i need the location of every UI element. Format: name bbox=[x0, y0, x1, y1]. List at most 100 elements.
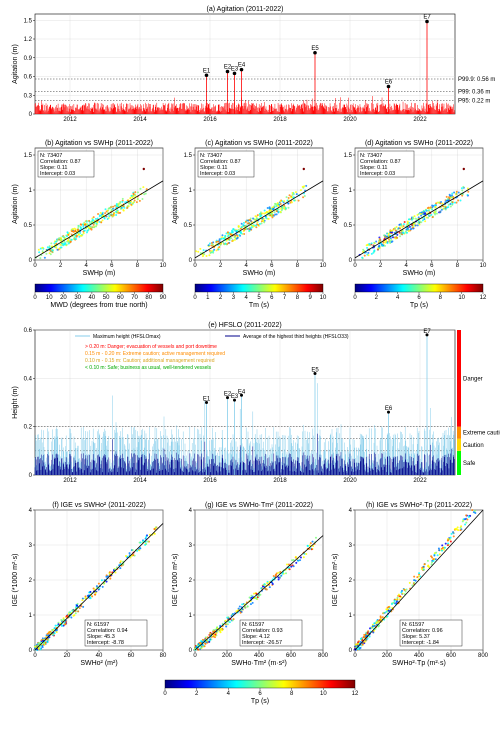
svg-text:Tp (s): Tp (s) bbox=[410, 302, 428, 309]
svg-text:2: 2 bbox=[375, 295, 379, 301]
svg-text:4: 4 bbox=[245, 263, 249, 269]
svg-text:(g) IGE vs SWHo·Tm² (2011-2022: (g) IGE vs SWHo·Tm² (2011-2022) bbox=[205, 502, 313, 509]
svg-text:(h) IGE vs SWHo²·Tp (2011-2022: (h) IGE vs SWHo²·Tp (2011-2022) bbox=[366, 502, 472, 509]
svg-text:Danger: Danger bbox=[463, 376, 483, 382]
svg-text:0: 0 bbox=[163, 691, 167, 697]
svg-text:Tp (s): Tp (s) bbox=[251, 698, 269, 705]
svg-text:0.5: 0.5 bbox=[24, 223, 33, 229]
svg-text:0.5: 0.5 bbox=[344, 223, 353, 229]
svg-text:E1: E1 bbox=[203, 68, 211, 74]
svg-text:12: 12 bbox=[480, 295, 487, 301]
svg-text:Intercept: 0.03: Intercept: 0.03 bbox=[360, 171, 395, 177]
panel-c: 024681000.511.5Agitation (m)SWHo (m)(c) … bbox=[172, 140, 327, 277]
svg-text:4: 4 bbox=[227, 691, 231, 697]
svg-text:4: 4 bbox=[405, 263, 409, 269]
svg-text:1: 1 bbox=[349, 188, 353, 194]
svg-text:Caution: Caution bbox=[463, 443, 484, 449]
svg-text:5: 5 bbox=[257, 295, 261, 301]
svg-text:0.3: 0.3 bbox=[24, 93, 33, 99]
svg-text:SWHo (m): SWHo (m) bbox=[403, 270, 436, 277]
svg-text:Intercept: -8.78: Intercept: -8.78 bbox=[87, 640, 124, 646]
svg-text:10: 10 bbox=[320, 691, 327, 697]
svg-text:2: 2 bbox=[349, 578, 353, 584]
svg-text:0: 0 bbox=[29, 648, 33, 654]
svg-text:Tm (s): Tm (s) bbox=[249, 302, 269, 309]
svg-text:10: 10 bbox=[46, 295, 53, 301]
panel-b: 024681000.511.5Agitation (m)SWHp (m)(b) … bbox=[12, 140, 167, 277]
svg-text:80: 80 bbox=[145, 295, 152, 301]
svg-text:E6: E6 bbox=[385, 80, 393, 86]
svg-text:IGE (*1000 m²·s): IGE (*1000 m²·s) bbox=[332, 554, 339, 607]
svg-text:1.5: 1.5 bbox=[184, 153, 193, 159]
colorbar-tp-lower: 024681012Tp (s) bbox=[163, 680, 359, 705]
svg-text:SWHo² (m²): SWHo² (m²) bbox=[80, 660, 117, 667]
svg-text:8: 8 bbox=[439, 295, 443, 301]
svg-text:400: 400 bbox=[254, 653, 265, 659]
svg-text:2014: 2014 bbox=[133, 478, 147, 484]
svg-text:10: 10 bbox=[160, 263, 167, 269]
svg-text:6: 6 bbox=[110, 263, 114, 269]
svg-text:Extreme caution: Extreme caution bbox=[463, 431, 500, 437]
svg-text:4: 4 bbox=[396, 295, 400, 301]
svg-text:6: 6 bbox=[270, 295, 274, 301]
svg-text:0: 0 bbox=[353, 295, 357, 301]
svg-text:600: 600 bbox=[446, 653, 457, 659]
panel-f: 02040608001234IGE (*1000 m²·s)SWHo² (m²)… bbox=[12, 502, 167, 667]
svg-text:1: 1 bbox=[29, 613, 33, 619]
svg-text:2012: 2012 bbox=[63, 117, 77, 123]
svg-text:2: 2 bbox=[189, 578, 193, 584]
svg-text:2018: 2018 bbox=[273, 117, 287, 123]
svg-text:1.5: 1.5 bbox=[24, 18, 33, 24]
colorbar-tp-upper: 024681012Tp (s) bbox=[353, 284, 487, 309]
svg-text:Agitation (m): Agitation (m) bbox=[172, 184, 179, 224]
svg-text:E4: E4 bbox=[238, 63, 246, 69]
svg-text:SWHp (m): SWHp (m) bbox=[83, 270, 116, 277]
svg-text:200: 200 bbox=[382, 653, 393, 659]
figure-root: 20122014201620182020202200.30.60.91.21.5… bbox=[0, 0, 500, 732]
svg-text:0: 0 bbox=[33, 653, 37, 659]
svg-text:8: 8 bbox=[456, 263, 460, 269]
svg-text:Agitation (m): Agitation (m) bbox=[332, 184, 339, 224]
svg-text:Height (m): Height (m) bbox=[12, 386, 19, 419]
svg-text:3: 3 bbox=[349, 543, 353, 549]
svg-text:IGE (*1000 m²·s): IGE (*1000 m²·s) bbox=[172, 554, 179, 607]
svg-text:1: 1 bbox=[189, 188, 193, 194]
svg-text:(c) Agitation vs SWHo (2011-20: (c) Agitation vs SWHo (2011-2022) bbox=[205, 140, 313, 147]
svg-text:12: 12 bbox=[352, 691, 359, 697]
svg-text:2016: 2016 bbox=[203, 117, 217, 123]
svg-text:6: 6 bbox=[430, 263, 434, 269]
svg-text:2: 2 bbox=[219, 263, 223, 269]
svg-text:Safe: Safe bbox=[463, 461, 476, 467]
svg-text:60: 60 bbox=[117, 295, 124, 301]
svg-text:2: 2 bbox=[195, 691, 199, 697]
svg-text:0: 0 bbox=[349, 258, 353, 264]
svg-text:0: 0 bbox=[189, 258, 193, 264]
svg-text:8: 8 bbox=[290, 691, 294, 697]
svg-text:0: 0 bbox=[349, 648, 353, 654]
svg-text:2014: 2014 bbox=[133, 117, 147, 123]
svg-text:0: 0 bbox=[189, 648, 193, 654]
svg-text:80: 80 bbox=[160, 653, 167, 659]
svg-text:2018: 2018 bbox=[273, 478, 287, 484]
svg-text:40: 40 bbox=[96, 653, 103, 659]
svg-text:0.10 m - 0.15 m: Caution; addi: 0.10 m - 0.15 m: Caution; additional man… bbox=[85, 358, 215, 364]
svg-text:0: 0 bbox=[193, 295, 197, 301]
svg-text:3: 3 bbox=[189, 543, 193, 549]
svg-text:MWD (degrees from true north): MWD (degrees from true north) bbox=[50, 302, 147, 309]
svg-text:2: 2 bbox=[379, 263, 383, 269]
svg-text:0.9: 0.9 bbox=[24, 56, 33, 62]
svg-text:E5: E5 bbox=[311, 46, 319, 52]
panel-g: 020040060080001234IGE (*1000 m²·s)SWHo·T… bbox=[172, 502, 329, 667]
svg-text:E7: E7 bbox=[423, 15, 431, 21]
svg-text:(e) HFSLO (2011-2022): (e) HFSLO (2011-2022) bbox=[208, 322, 281, 329]
svg-text:Intercept: 0.03: Intercept: 0.03 bbox=[40, 171, 75, 177]
svg-text:2: 2 bbox=[219, 295, 223, 301]
svg-text:2020: 2020 bbox=[343, 117, 357, 123]
svg-text:30: 30 bbox=[74, 295, 81, 301]
svg-text:7: 7 bbox=[283, 295, 287, 301]
svg-text:(f) IGE vs SWHo² (2011-2022): (f) IGE vs SWHo² (2011-2022) bbox=[52, 502, 146, 509]
svg-text:4: 4 bbox=[245, 295, 249, 301]
svg-text:> 0.20 m: Danger; evacuation o: > 0.20 m: Danger; evacuation of vessels … bbox=[85, 344, 217, 350]
svg-text:8: 8 bbox=[136, 263, 140, 269]
svg-text:P99: 0.36 m: P99: 0.36 m bbox=[458, 90, 490, 96]
